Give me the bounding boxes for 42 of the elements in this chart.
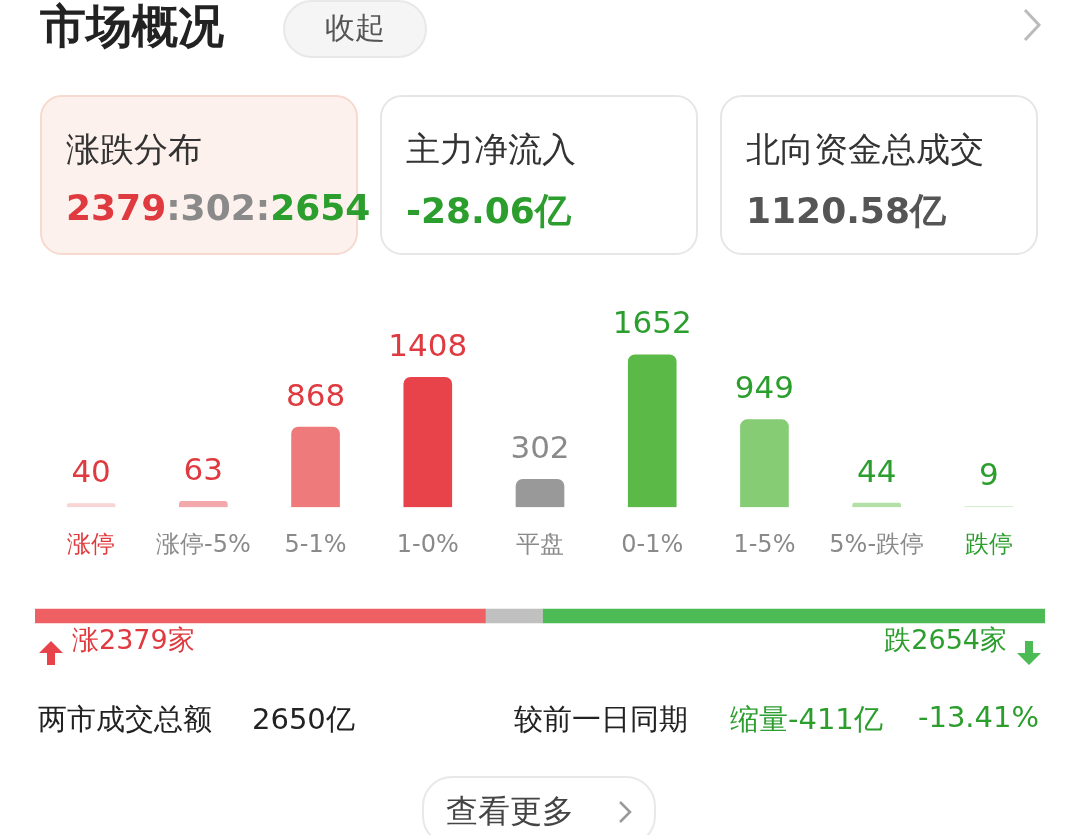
data-label: 63 — [183, 450, 224, 487]
bar — [66, 503, 116, 508]
text: 主力净流入 — [406, 128, 576, 171]
text: 两市成交总额 — [38, 701, 212, 738]
bar — [179, 501, 228, 508]
text: 缩量-411亿 — [730, 701, 883, 738]
x-tick-label: 平盘 — [516, 529, 564, 558]
data-label: 1408 — [388, 326, 468, 363]
x-tick-label: 0-1% — [621, 529, 684, 558]
data-label: 40 — [71, 453, 111, 490]
bar — [515, 479, 565, 508]
text: 较前一日同期 — [514, 701, 688, 738]
data-label: 涨2379家 — [72, 624, 195, 656]
bar — [740, 419, 789, 508]
text: 市场概况 — [40, 0, 224, 55]
data-label: 跌2654家 — [884, 624, 1007, 656]
text: 2650亿 — [252, 701, 355, 738]
data-label: 44 — [856, 452, 897, 489]
text: -13.41% — [918, 700, 1040, 734]
text: 1120.58亿 — [746, 189, 946, 233]
data-label: 1652 — [612, 304, 692, 341]
data-label: 302 — [510, 428, 570, 465]
x-tick-label: 1-0% — [396, 529, 459, 558]
x-tick-label: 涨停-5% — [155, 529, 251, 558]
text: 涨跌分布 — [66, 128, 202, 171]
text: 收起 — [283, 0, 427, 58]
text: 北向资金总成交 — [746, 128, 984, 171]
bar — [852, 502, 901, 508]
x-tick-label: 5-1% — [284, 529, 347, 558]
x-tick-label: 5%-跌停 — [829, 529, 925, 558]
data-label: 949 — [734, 369, 795, 406]
bar — [291, 426, 340, 508]
x-tick-label: 跌停 — [964, 529, 1013, 558]
text: 2379:302:2654 — [66, 187, 371, 228]
data-label: 9 — [979, 455, 999, 492]
text: -28.06亿 — [406, 189, 571, 233]
bar — [403, 377, 453, 508]
x-tick-label: 1-5% — [733, 529, 796, 558]
text: 查看更多 — [422, 776, 656, 835]
bar — [627, 354, 677, 508]
data-label: 868 — [285, 376, 346, 413]
x-tick-label: 涨停 — [67, 529, 116, 558]
